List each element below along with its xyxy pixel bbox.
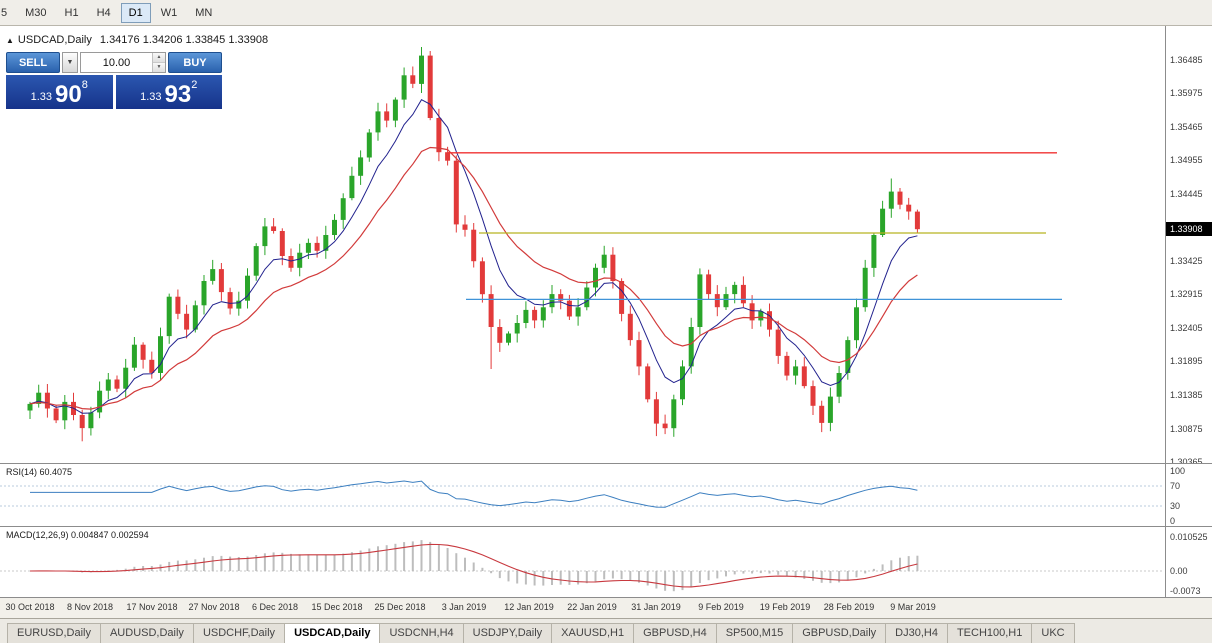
timeframe-button-w1[interactable]: W1 — [160, 6, 178, 19]
one-click-trading-panel: SELL ▼ ▲ ▼ BUY 1.33 90 8 — [6, 52, 222, 109]
order-options-dropdown[interactable]: ▼ — [62, 52, 78, 73]
chart-tab-xauusd-h1[interactable]: XAUUSD,H1 — [551, 623, 635, 643]
price-axis-label: 1.33425 — [1170, 255, 1203, 266]
sell-price-big-digits: 90 — [55, 81, 82, 108]
chart-header: ▲ USDCAD,Daily 1.34176 1.34206 1.33845 1.3… — [6, 34, 268, 46]
price-axis-label: 1.35465 — [1170, 121, 1203, 132]
macd-axis-label: 0.00 — [1170, 565, 1188, 576]
volume-spinner: ▲ ▼ — [152, 53, 165, 72]
date-axis-label: 19 Feb 2019 — [759, 602, 811, 612]
macd-axis-label: -0.0073 — [1170, 586, 1201, 596]
rsi-chart[interactable] — [0, 464, 1164, 526]
candlestick-chart[interactable] — [0, 26, 1164, 463]
price-axis-label: 1.34445 — [1170, 188, 1203, 199]
macd-axis-label: 0.010525 — [1170, 531, 1208, 542]
main-chart-panel: ▲ USDCAD,Daily 1.34176 1.34206 1.33845 1.3… — [0, 26, 1212, 467]
price-axis: 1.36485 1.35975 1.35465 1.34955 1.34445 1.339… — [1165, 26, 1212, 467]
date-axis-label: 6 Dec 2018 — [251, 602, 299, 612]
sell-price-pip-digit: 8 — [81, 79, 88, 91]
chart-tab-usdchf-daily[interactable]: USDCHF,Daily — [192, 623, 286, 643]
volume-input[interactable] — [81, 53, 152, 72]
timeframe-button-m30[interactable]: M30 — [25, 6, 47, 19]
date-axis-label: 15 Dec 2018 — [311, 602, 363, 612]
chart-tab-usdcad-daily[interactable]: USDCAD,Daily — [284, 623, 381, 643]
price-axis-label: 1.30875 — [1170, 423, 1203, 434]
buy-price-big-digits: 93 — [164, 81, 192, 108]
macd-chart[interactable] — [0, 527, 1164, 597]
date-axis-label: 9 Mar 2019 — [890, 602, 936, 612]
buy-button[interactable]: BUY — [168, 52, 222, 73]
chart-tab-sp500-m15[interactable]: SP500,M15 — [715, 623, 794, 643]
volume-field-wrap: ▲ ▼ — [80, 52, 166, 73]
date-axis-label: 3 Jan 2019 — [441, 602, 487, 612]
rsi-axis-label: 70 — [1170, 481, 1181, 491]
rsi-label: RSI(14) 60.4075 — [6, 467, 73, 477]
price-axis-label: 1.36485 — [1170, 54, 1203, 65]
trade-controls-row: SELL ▼ ▲ ▼ BUY — [6, 52, 222, 73]
date-axis-label: 22 Jan 2019 — [567, 602, 617, 612]
price-axis-label: 1.30365 — [1170, 457, 1203, 467]
date-axis-label: 9 Feb 2019 — [698, 602, 744, 612]
chart-symbol-label: USDCAD,Daily — [17, 34, 92, 46]
chart-tab-gbpusd-daily[interactable]: GBPUSD,Daily — [792, 623, 887, 643]
chart-tab-ukc[interactable]: UKC — [1031, 623, 1075, 643]
date-axis-label: 28 Feb 2019 — [823, 602, 875, 612]
chevron-down-icon: ▼ — [66, 59, 74, 66]
macd-label: MACD(12,26,9) 0.004847 0.002594 — [6, 530, 149, 540]
price-axis-label: 1.31895 — [1170, 356, 1203, 367]
price-axis-label: 1.35975 — [1170, 88, 1203, 99]
volume-up-button[interactable]: ▲ — [153, 53, 165, 63]
chart-tab-eurusd-daily[interactable]: EURUSD,Daily — [7, 623, 101, 643]
one-click-collapse-icon[interactable]: ▲ — [6, 36, 14, 45]
macd-panel: MACD(12,26,9) 0.004847 0.002594 0.010525… — [0, 526, 1212, 597]
price-axis-label: 1.32405 — [1170, 322, 1203, 333]
chart-tabs-bar: EURUSD,Daily AUDUSD,Daily USDCHF,Daily USDC… — [0, 618, 1212, 643]
buy-price-pip-digit: 2 — [191, 79, 198, 91]
date-axis-label: 27 Nov 2018 — [188, 602, 240, 612]
trade-prices-row: 1.33 90 8 1.33 93 2 — [6, 75, 222, 109]
timeframe-button-5[interactable]: 5 — [1, 6, 8, 19]
rsi-axis-label: 100 — [1170, 466, 1186, 476]
chart-tab-tech100-h1[interactable]: TECH100,H1 — [946, 623, 1033, 643]
chart-ohlc-values: 1.34176 1.34206 1.33845 1.33908 — [99, 34, 269, 46]
chart-tab-audusd-daily[interactable]: AUDUSD,Daily — [99, 623, 194, 643]
sell-button[interactable]: SELL — [6, 52, 60, 73]
chart-tab-gbpusd-h4[interactable]: GBPUSD,H4 — [633, 623, 717, 643]
rsi-axis-label: 30 — [1170, 501, 1181, 511]
timeframe-button-h4[interactable]: H4 — [96, 6, 111, 19]
date-axis-label: 30 Oct 2018 — [5, 602, 55, 612]
chart-tab-dj30-h4[interactable]: DJ30,H4 — [885, 623, 948, 643]
date-axis: 30 Oct 2018 8 Nov 2018 17 Nov 2018 27 Nov 2… — [0, 597, 1212, 618]
timeframe-toolbar: 5 M30 H1 H4 D1 W1 MN — [0, 0, 1212, 26]
buy-price-display[interactable]: 1.33 93 2 — [115, 75, 222, 109]
volume-down-button[interactable]: ▼ — [153, 63, 165, 72]
date-axis-label: 31 Jan 2019 — [631, 602, 681, 612]
sell-price-prefix: 1.33 — [30, 91, 53, 103]
macd-axis: 0.010525 0.00 -0.0073 — [1165, 527, 1212, 597]
timeframe-button-d1[interactable]: D1 — [120, 2, 151, 23]
date-axis-label: 12 Jan 2019 — [504, 602, 554, 612]
date-axis-label: 25 Dec 2018 — [374, 602, 426, 612]
timeframe-button-h1[interactable]: H1 — [64, 6, 79, 19]
price-axis-label: 1.31385 — [1170, 389, 1203, 400]
sell-price-display[interactable]: 1.33 90 8 — [6, 75, 113, 109]
rsi-axis: 100 70 30 0 — [1165, 464, 1212, 526]
rsi-panel: RSI(14) 60.4075 100 70 30 0 — [0, 463, 1212, 526]
price-axis-label: 1.32915 — [1170, 289, 1203, 300]
timeframe-button-mn[interactable]: MN — [195, 6, 213, 19]
rsi-axis-label: 0 — [1170, 516, 1176, 526]
current-price-tag: 1.33908 — [1166, 222, 1212, 237]
chart-tab-usdjpy-daily[interactable]: USDJPY,Daily — [462, 623, 553, 643]
buy-price-prefix: 1.33 — [140, 91, 162, 103]
date-axis-label: 8 Nov 2018 — [66, 602, 114, 612]
date-axis-label: 17 Nov 2018 — [126, 602, 178, 612]
price-axis-label: 1.34955 — [1170, 155, 1203, 166]
chart-tab-usdcnh-h4[interactable]: USDCNH,H4 — [379, 623, 464, 643]
